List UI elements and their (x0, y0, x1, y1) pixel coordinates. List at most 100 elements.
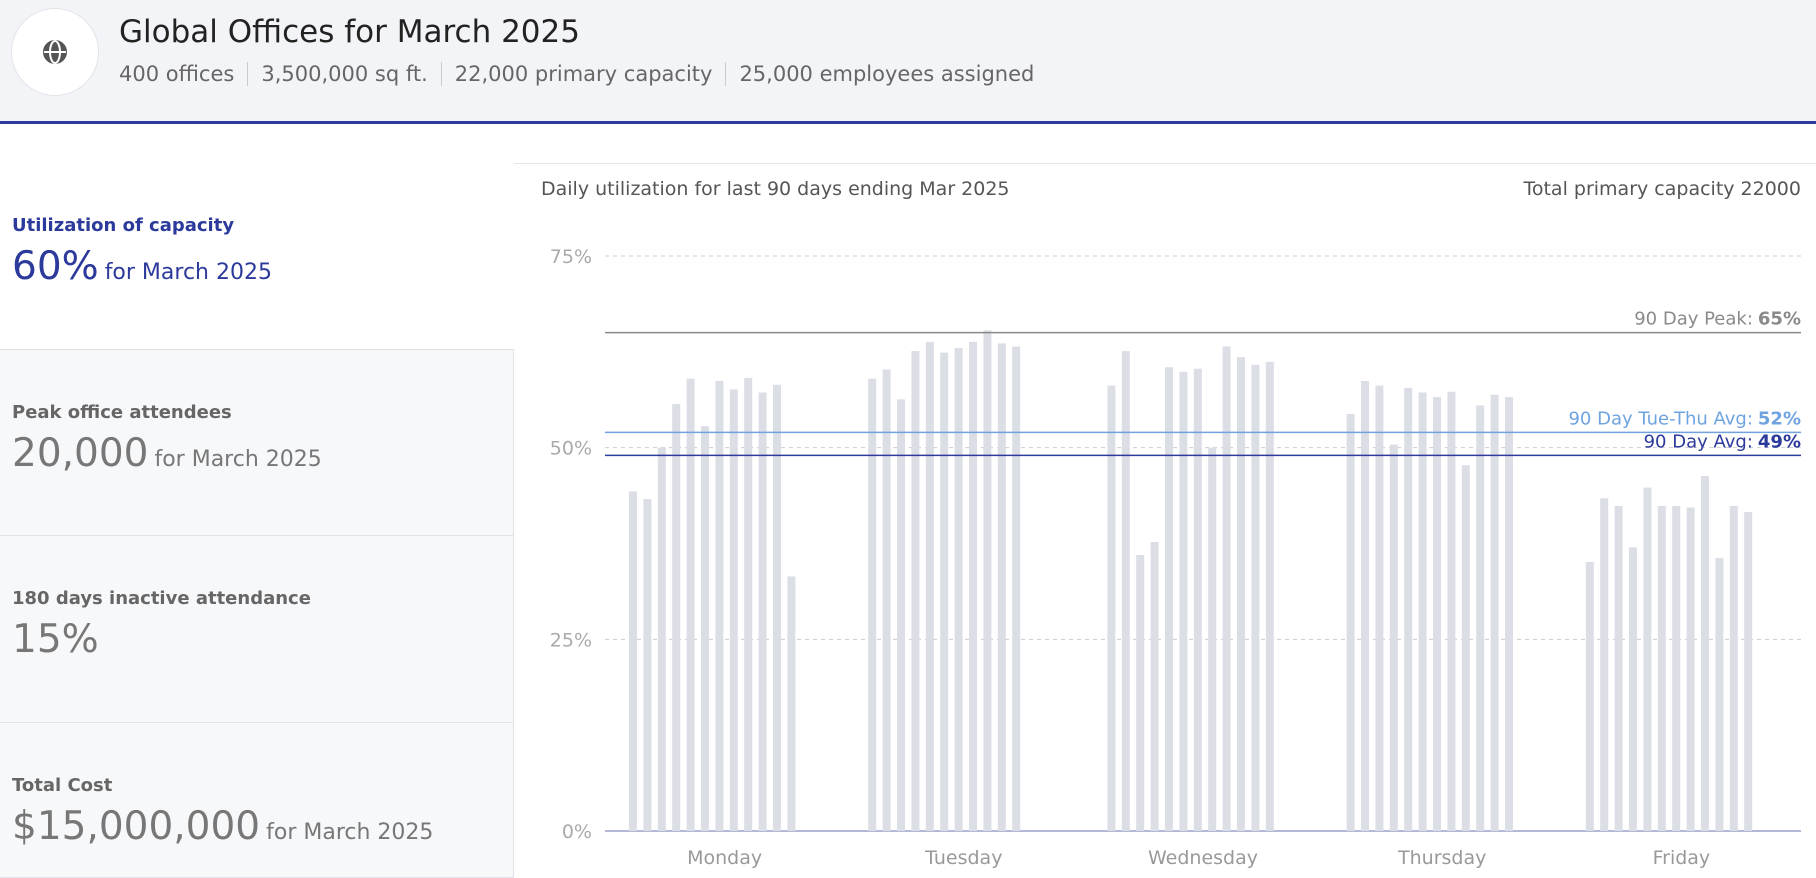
metric-card: Total Cost $15,000,000 for March 2025 (0, 723, 514, 878)
bar (1505, 397, 1513, 831)
bar (882, 369, 891, 831)
bar (657, 447, 666, 831)
bar (1729, 505, 1738, 831)
chart-subtitle: Total primary capacity 22000 (1522, 178, 1801, 200)
metric-value: $15,000,000 (12, 804, 261, 849)
header: Global Offices for March 2025 400 office… (0, 0, 1816, 124)
metric-note: for March 2025 (154, 447, 322, 472)
bar (1490, 394, 1499, 831)
reference-label: 90 Day Peak: 65% (1634, 309, 1801, 330)
x-tick-label: Friday (1653, 847, 1711, 869)
reference-value: 65% (1758, 309, 1801, 330)
stat: 25,000 employees assigned (725, 62, 1047, 86)
bar (1643, 487, 1652, 831)
x-tick-label: Monday (687, 847, 762, 869)
bar (1614, 505, 1623, 831)
bar (1251, 364, 1260, 831)
metric-label: 180 days inactive attendance (12, 588, 311, 609)
bar (701, 426, 709, 831)
bar (1193, 368, 1202, 831)
y-tick-label: 25% (550, 629, 592, 651)
reference-value: 49% (1758, 431, 1801, 452)
bar (1237, 357, 1245, 831)
bar (1600, 498, 1609, 831)
reference-value: 52% (1758, 408, 1801, 429)
bar (1433, 397, 1441, 831)
reference-name: 90 Day Peak: (1634, 309, 1753, 330)
bar (1418, 392, 1427, 831)
stat: 400 offices (119, 62, 235, 86)
bar (1389, 444, 1398, 831)
bar (1265, 361, 1274, 831)
bar (1404, 387, 1413, 831)
metric-value: 60% (12, 244, 99, 289)
bar (787, 576, 796, 831)
metric-card: Peak office attendees 20,000 for March 202… (0, 350, 514, 536)
bar (969, 341, 977, 831)
bar (1686, 507, 1695, 831)
metric-label: Utilization of capacity (12, 215, 235, 236)
y-tick-label: 75% (550, 246, 592, 268)
bar (629, 491, 637, 831)
metric-label: Peak office attendees (12, 402, 232, 423)
bar (983, 330, 992, 831)
metric-value-row: 20,000 for March 2025 (12, 431, 513, 476)
bar (643, 499, 652, 831)
x-tick-label: Thursday (1397, 847, 1486, 869)
metric-value-row: 60% for March 2025 (12, 244, 514, 289)
bar (773, 384, 781, 831)
reference-name: 90 Day Tue-Thu Avg: (1568, 408, 1752, 429)
bar (1136, 555, 1145, 831)
y-tick-label: 0% (562, 821, 592, 843)
bar (940, 352, 949, 831)
bar (897, 399, 905, 831)
divider (0, 163, 1816, 164)
bar (1629, 547, 1637, 831)
bar (1701, 476, 1709, 831)
bar (1461, 465, 1470, 831)
bar (1715, 558, 1724, 831)
metric-note: for March 2025 (104, 260, 272, 285)
bar (1107, 385, 1116, 831)
bar (1012, 346, 1021, 831)
bar (1447, 391, 1456, 831)
bar (1361, 380, 1369, 831)
metric-value-row: 15% (12, 617, 513, 662)
bar (997, 343, 1006, 831)
bar (1657, 505, 1666, 831)
stat: 22,000 primary capacity (440, 62, 726, 86)
bar (925, 341, 934, 831)
bar (672, 403, 681, 831)
bar (758, 392, 767, 831)
bar (686, 378, 695, 831)
bar (1476, 405, 1485, 831)
y-tick-label: 50% (550, 438, 592, 460)
bar (1222, 346, 1231, 831)
metric-value-row: $15,000,000 for March 2025 (12, 804, 513, 849)
bar (911, 351, 920, 831)
bar (1179, 371, 1188, 831)
bar (1150, 541, 1159, 831)
metric-card: Utilization of capacity 60% for March 2025 (0, 163, 514, 350)
metric-value: 20,000 (12, 431, 149, 476)
globe-icon (11, 8, 99, 96)
metric-label: Total Cost (12, 775, 113, 796)
reference-label: 90 Day Tue-Thu Avg: 52% (1568, 408, 1801, 429)
metric-value: 15% (12, 617, 99, 662)
reference-label: 90 Day Avg: 49% (1644, 431, 1801, 452)
bar (1375, 385, 1384, 831)
metric-note: for March 2025 (266, 820, 434, 845)
page-title: Global Offices for March 2025 (119, 14, 580, 50)
bar (744, 377, 753, 831)
bar (1346, 413, 1355, 831)
bar (1208, 447, 1217, 831)
bar (1121, 351, 1130, 831)
bar (1672, 505, 1681, 831)
stat: 3,500,000 sq ft. (247, 62, 440, 86)
reference-name: 90 Day Avg: (1644, 431, 1753, 452)
bar (1585, 561, 1594, 831)
bar (715, 380, 724, 831)
stats: 400 offices 3,500,000 sq ft. 22,000 prim… (119, 62, 1047, 86)
bar (954, 348, 963, 831)
